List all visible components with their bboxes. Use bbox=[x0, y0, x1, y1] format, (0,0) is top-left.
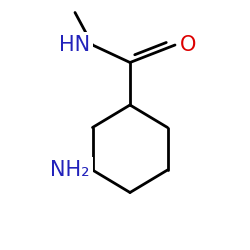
Text: O: O bbox=[180, 35, 196, 55]
Text: HN: HN bbox=[59, 35, 90, 55]
Text: NH₂: NH₂ bbox=[50, 160, 90, 180]
